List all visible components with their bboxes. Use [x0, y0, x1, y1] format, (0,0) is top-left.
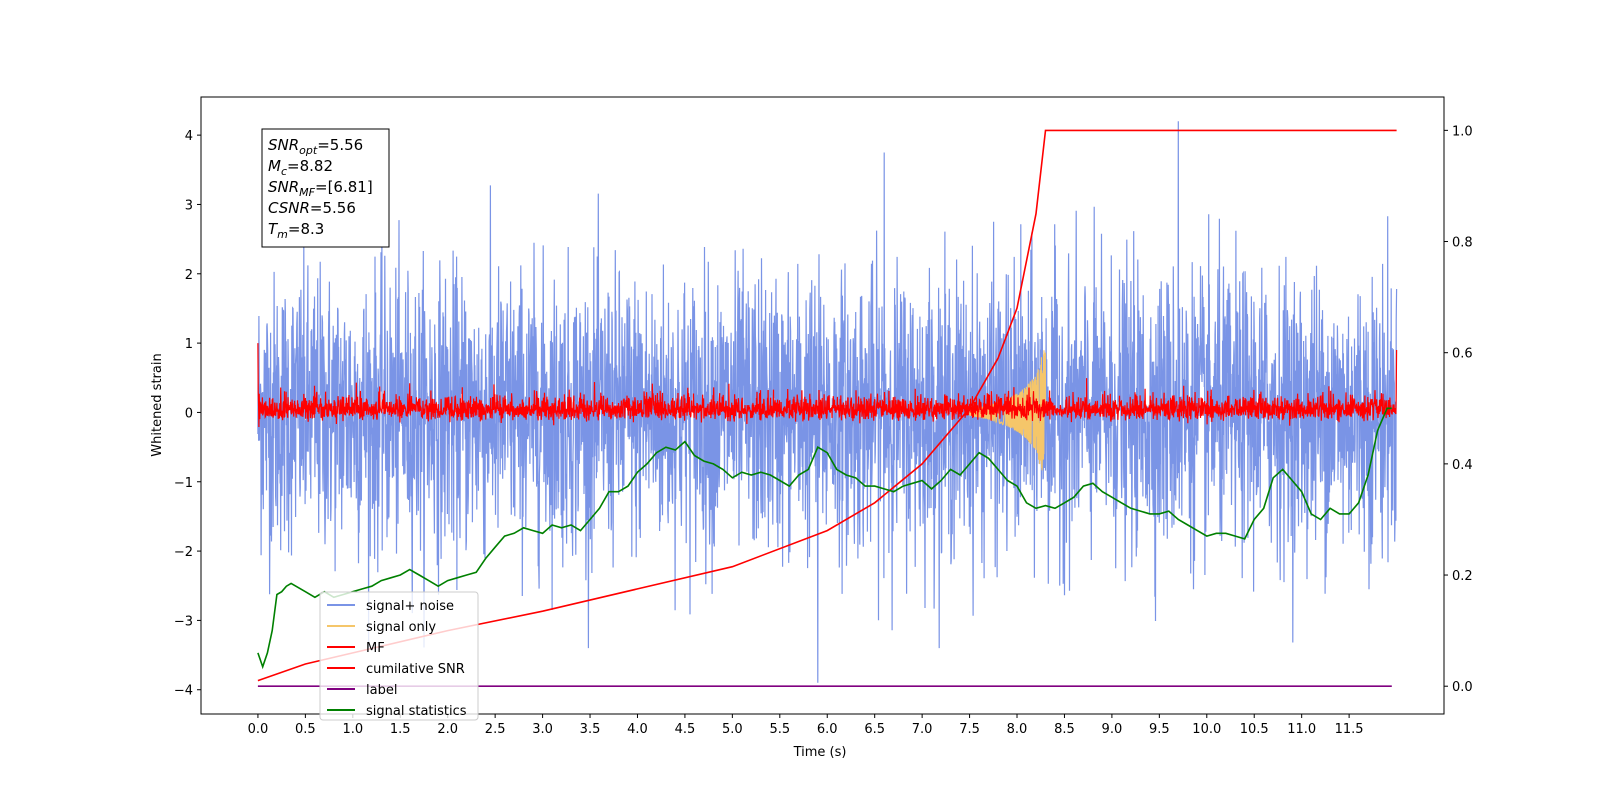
y2-tick-label: 1.0: [1452, 124, 1473, 139]
legend: signal+ noise signal only MF cumilative SNR…: [319, 591, 479, 721]
annotation-line: Tm=8.3: [268, 220, 324, 241]
y2-tick-label: 0.4: [1452, 458, 1473, 473]
y-tick-label: 2: [185, 268, 193, 283]
x-tick-label: 0.5: [295, 722, 316, 737]
annotation-line: Mc=8.82: [268, 157, 333, 178]
y2-tick-label: 0.2: [1452, 569, 1473, 584]
legend-frame: [319, 591, 479, 721]
x-axis: 0.0 0.5 1.0 1.5 2.0 2.5 3.0 3.5 4.0 4.5 5.0 5.5 6.0 6…: [248, 714, 1364, 737]
x-tick-label: 5.0: [722, 722, 743, 737]
legend-entry-label: cumilative SNR: [366, 662, 465, 677]
x-axis-label: Time (s): [793, 745, 847, 760]
series-mf: [257, 343, 1398, 428]
x-tick-label: 6.5: [864, 722, 885, 737]
y-tick-label: −2: [174, 545, 193, 560]
x-tick-label: 11.0: [1287, 722, 1316, 737]
y2-tick-label: 0.8: [1452, 236, 1473, 251]
x-tick-label: 9.0: [1102, 722, 1123, 737]
series-signal-statistics: [257, 407, 1392, 670]
x-tick-label: 10.0: [1192, 722, 1221, 737]
annotation-line: SNRMF=[6.81]: [268, 178, 373, 199]
x-tick-label: 9.5: [1149, 722, 1170, 737]
annotation-line: SNRopt=5.56: [268, 136, 363, 157]
x-tick-label: 3.0: [532, 722, 553, 737]
x-tick-label: 1.5: [390, 722, 411, 737]
x-tick-label: 5.5: [769, 722, 790, 737]
y-axis-label: Whitened strain: [150, 353, 165, 456]
legend-entry-label: signal only: [366, 620, 436, 635]
y-tick-label: 1: [185, 337, 193, 352]
x-tick-label: 8.5: [1054, 722, 1075, 737]
y-axis-left: 4 3 2 1 0 −1 −2 −3 −4: [174, 129, 201, 699]
y-axis-right: 1.0 0.8 0.6 0.4 0.2 0.0: [1444, 124, 1473, 695]
legend-entry-label: signal+ noise: [366, 599, 454, 614]
x-tick-label: 2.0: [437, 722, 458, 737]
y-tick-label: 3: [185, 198, 193, 213]
y2-tick-label: 0.0: [1452, 680, 1473, 695]
x-tick-label: 11.5: [1335, 722, 1364, 737]
x-tick-label: 2.5: [485, 722, 506, 737]
x-tick-label: 0.0: [248, 722, 269, 737]
x-tick-label: 3.5: [580, 722, 601, 737]
y2-tick-label: 0.6: [1452, 347, 1473, 362]
legend-entry-label: MF: [366, 641, 385, 656]
x-tick-label: 6.0: [817, 722, 838, 737]
annotation-line: CSNR=5.56: [268, 199, 356, 217]
y-tick-label: −3: [174, 614, 193, 629]
x-tick-label: 7.0: [912, 722, 933, 737]
x-tick-label: 10.5: [1240, 722, 1269, 737]
legend-entry-label: signal statistics: [366, 704, 467, 719]
plot-frame: [200, 96, 1445, 715]
y-tick-label: −4: [174, 684, 193, 699]
y-tick-label: 0: [185, 406, 193, 421]
x-tick-label: 1.0: [342, 722, 363, 737]
series-signal-noise: [257, 121, 1398, 683]
y-tick-label: −1: [174, 476, 193, 491]
x-tick-label: 4.0: [627, 722, 648, 737]
x-tick-label: 7.5: [959, 722, 980, 737]
legend-entry-label: label: [366, 683, 397, 698]
y-tick-label: 4: [185, 129, 193, 144]
x-tick-label: 8.0: [1007, 722, 1028, 737]
x-tick-label: 4.5: [675, 722, 696, 737]
